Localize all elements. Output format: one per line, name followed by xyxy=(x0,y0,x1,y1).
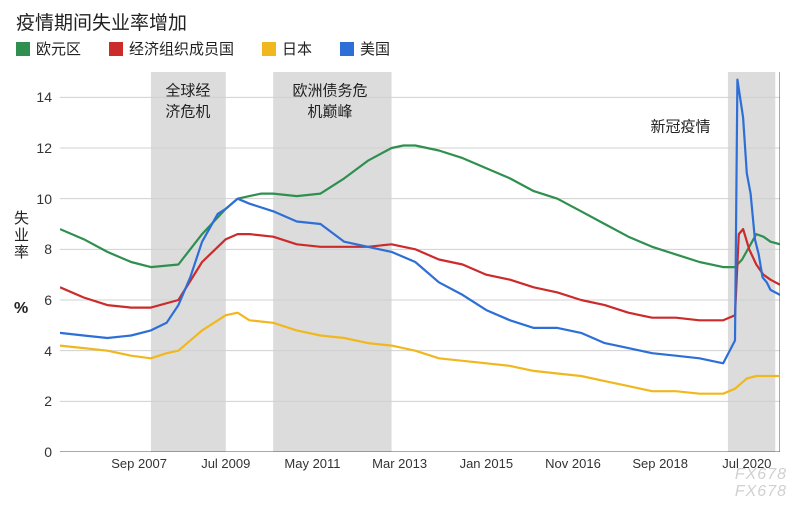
legend-item: 欧元区 xyxy=(16,38,81,59)
shaded-band xyxy=(151,72,226,452)
legend-swatch xyxy=(340,42,354,56)
legend-swatch xyxy=(262,42,276,56)
shaded-band xyxy=(273,72,391,452)
legend-item: 经济组织成员国 xyxy=(109,38,234,59)
legend-swatch xyxy=(109,42,123,56)
y-tick-label: 14 xyxy=(0,89,52,105)
x-tick-label: Mar 2013 xyxy=(372,456,427,471)
legend-label: 美国 xyxy=(360,38,390,59)
chart-legend: 欧元区 经济组织成员国 日本 美国 xyxy=(16,38,390,59)
annotation-label: 机巅峰 xyxy=(307,103,352,122)
annotation-label: 欧洲债务危 xyxy=(292,83,367,102)
legend-label: 经济组织成员国 xyxy=(129,38,234,59)
legend-item: 美国 xyxy=(340,38,390,59)
x-tick-label: May 2011 xyxy=(284,456,340,471)
chart-container: 疫情期间失业率增加 欧元区经济组织成员国日本美国 失业率 % 024681012… xyxy=(0,0,807,515)
watermark: FX678 FX678 xyxy=(735,467,787,501)
y-tick-label: 10 xyxy=(0,191,52,207)
legend-item: 日本 xyxy=(262,38,312,59)
x-tick-label: Jan 2015 xyxy=(460,456,514,471)
legend-label: 日本 xyxy=(282,38,312,59)
x-tick-label: Sep 2007 xyxy=(111,456,167,471)
x-tick-label: Nov 2016 xyxy=(545,456,601,471)
y-tick-label: 2 xyxy=(0,393,52,409)
y-tick-label: 8 xyxy=(0,241,52,257)
annotation-label: 新冠疫情 xyxy=(651,118,711,137)
annotation-label: 全球经 xyxy=(165,83,210,102)
legend-label: 欧元区 xyxy=(36,38,81,59)
y-tick-label: 12 xyxy=(0,140,52,156)
y-tick-label: 4 xyxy=(0,343,52,359)
x-tick-label: Jul 2009 xyxy=(201,456,250,471)
chart-title: 疫情期间失业率增加 xyxy=(16,8,187,35)
y-tick-label: 6 xyxy=(0,292,52,308)
annotation-label: 济危机 xyxy=(165,103,210,122)
y-tick-label: 0 xyxy=(0,444,52,460)
x-tick-label: Sep 2018 xyxy=(632,456,688,471)
legend-swatch xyxy=(16,42,30,56)
